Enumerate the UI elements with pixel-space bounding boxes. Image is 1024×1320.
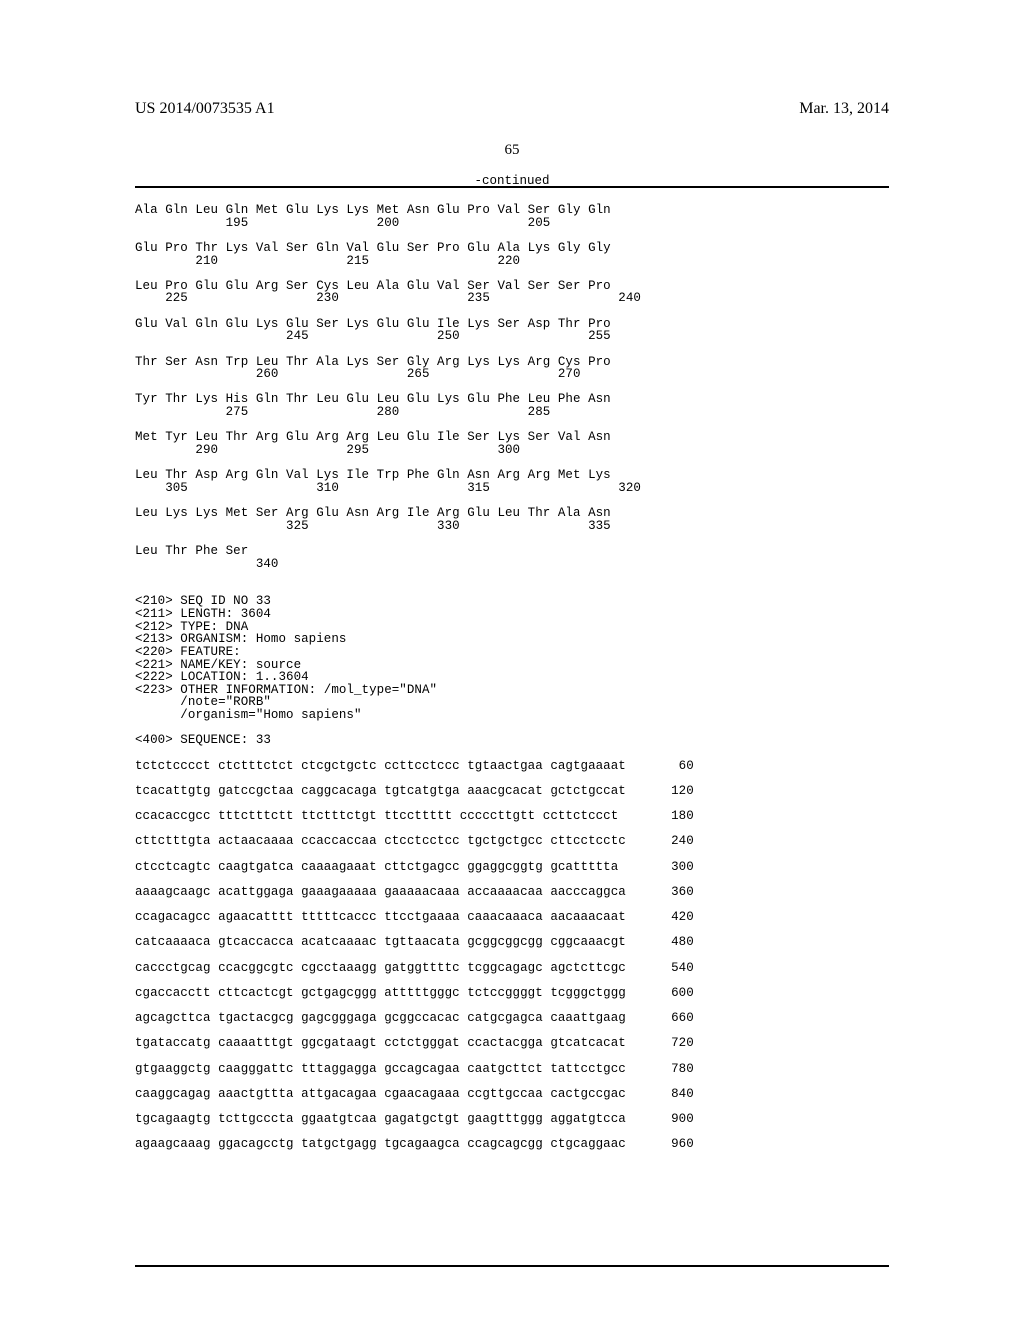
rule-bottom: [135, 1265, 889, 1267]
page: US 2014/0073535 A1 Mar. 13, 2014 65 -con…: [0, 0, 1024, 1320]
header-date: Mar. 13, 2014: [799, 100, 889, 118]
page-number: 65: [0, 142, 1024, 159]
rule-top: [135, 186, 889, 188]
header-pubnum: US 2014/0073535 A1: [135, 100, 275, 118]
sequence-listing: Ala Gln Leu Gln Met Glu Lys Lys Met Asn …: [135, 204, 889, 1151]
